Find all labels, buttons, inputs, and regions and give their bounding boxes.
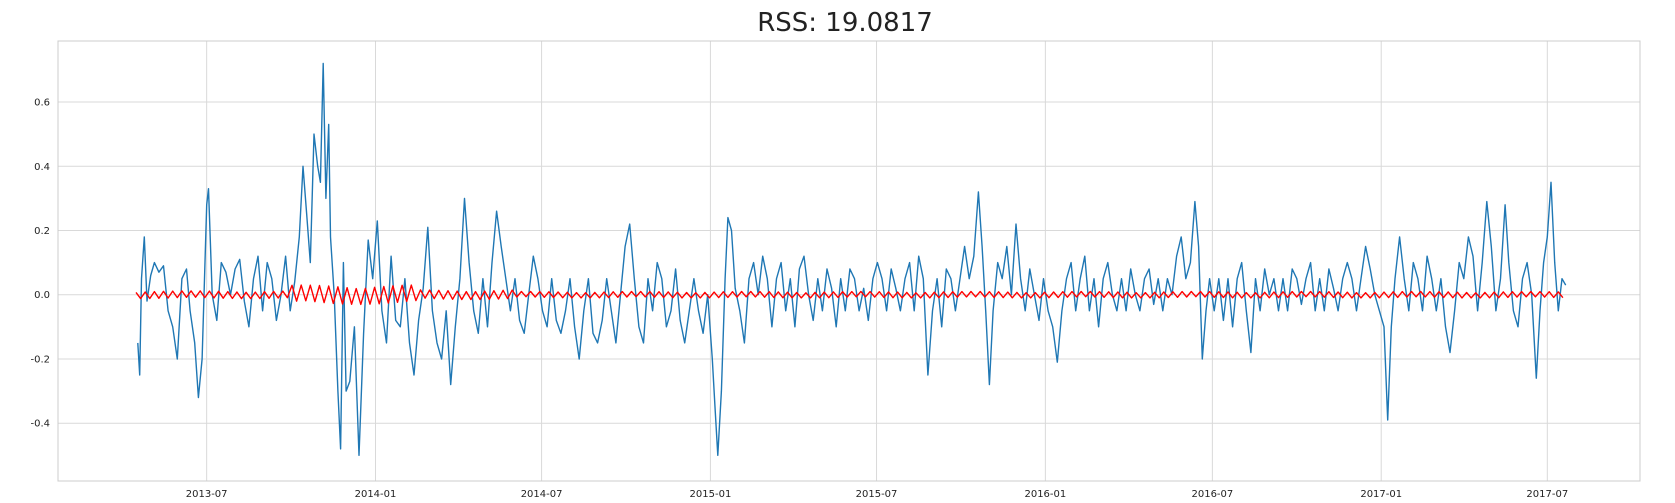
plot-frame <box>57 40 1641 482</box>
series <box>135 62 1567 456</box>
y-tick-label: 0.0 <box>34 290 50 301</box>
x-tick-label: 2014-07 <box>521 489 563 500</box>
series-line-2 <box>135 284 1564 306</box>
y-tick-label: -0.4 <box>30 419 50 430</box>
series-line-1 <box>137 62 1567 456</box>
x-tick-label: 2015-01 <box>690 489 732 500</box>
x-tick-label: 2017-01 <box>1360 489 1402 500</box>
y-tick-label: -0.2 <box>30 354 50 365</box>
x-axis-ticks: 2013-07 2014-01 2014-07 2015-01 2015-07 2016-… <box>186 489 1568 500</box>
x-tick-label: 2015-07 <box>856 489 898 500</box>
x-tick-label: 2016-01 <box>1024 489 1066 500</box>
x-tick-label: 2017-07 <box>1526 489 1568 500</box>
x-tick-label: 2013-07 <box>186 489 228 500</box>
x-tick-label: 2016-07 <box>1191 489 1233 500</box>
y-tick-label: 0.2 <box>34 226 50 237</box>
x-tick-label: 2014-01 <box>355 489 397 500</box>
y-tick-label: 0.4 <box>34 162 50 173</box>
y-tick-label: 0.6 <box>34 98 50 109</box>
y-axis-ticks: -0.4 -0.2 0.0 0.2 0.4 0.6 <box>30 98 50 430</box>
chart-title: RSS: 19.0817 <box>757 8 933 38</box>
